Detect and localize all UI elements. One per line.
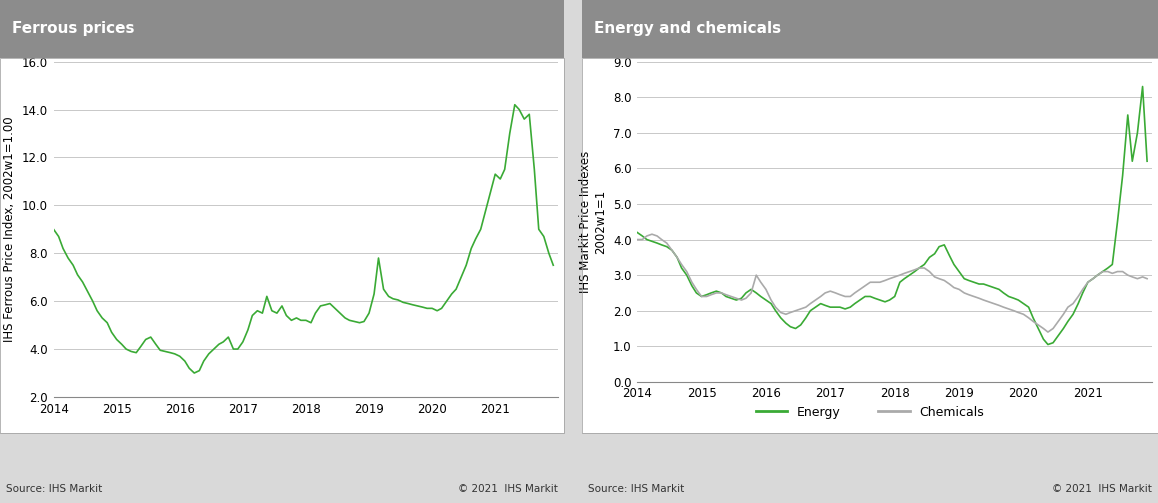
- Y-axis label: IHS Markit Price Indexes
2002w1=1: IHS Markit Price Indexes 2002w1=1: [579, 150, 608, 293]
- Text: Energy and chemicals: Energy and chemicals: [594, 22, 782, 36]
- Text: Source: IHS Markit: Source: IHS Markit: [6, 484, 102, 494]
- Text: © 2021  IHS Markit: © 2021 IHS Markit: [459, 484, 558, 494]
- Legend: Energy, Chemicals: Energy, Chemicals: [752, 401, 989, 424]
- Text: Source: IHS Markit: Source: IHS Markit: [588, 484, 684, 494]
- Text: © 2021  IHS Markit: © 2021 IHS Markit: [1053, 484, 1152, 494]
- Text: Ferrous prices: Ferrous prices: [12, 22, 134, 36]
- Y-axis label: IHS Ferrous Price Index, 2002w1=1.00: IHS Ferrous Price Index, 2002w1=1.00: [3, 117, 16, 342]
